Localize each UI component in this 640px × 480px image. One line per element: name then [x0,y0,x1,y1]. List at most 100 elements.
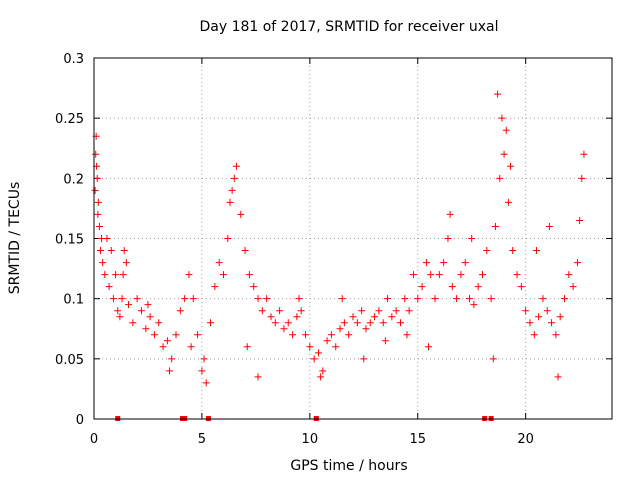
data-point [211,283,219,291]
y-tick-label: 0.05 [55,353,84,368]
data-points [91,90,588,387]
data-point [366,319,374,327]
data-point [181,295,189,303]
data-point [569,283,577,291]
data-point [96,247,104,255]
data-point [532,247,540,255]
data-point [258,307,266,315]
data-point [349,313,357,321]
data-point [327,331,335,339]
y-tick-label: 0.1 [63,293,84,308]
data-point [483,247,491,255]
data-point [422,259,430,267]
data-point [166,367,174,375]
data-point [446,210,454,218]
data-point [526,319,534,327]
data-point [425,343,433,351]
data-point [189,295,197,303]
data-point [338,295,346,303]
data-point [453,295,461,303]
data-point [198,367,206,375]
data-point [466,295,474,303]
data-point [250,283,258,291]
data-point [163,337,171,345]
data-point [187,343,195,351]
data-point [358,307,366,315]
data-point [371,313,379,321]
data-point [388,313,396,321]
data-point [502,126,510,134]
data-point [405,307,413,315]
data-point [336,325,344,333]
data-point [552,331,560,339]
data-point [202,379,210,387]
data-point [494,90,502,98]
data-point [310,355,318,363]
data-point [176,307,184,315]
data-point [133,295,141,303]
y-axis-ticks: 0 0.05 0.1 0.15 0.2 0.25 0.3 [55,52,612,428]
data-point [396,319,404,327]
data-point [496,174,504,182]
data-point [504,198,512,206]
data-point [360,355,368,363]
data-point [150,331,158,339]
x-tick-label: 15 [409,432,426,447]
data-point [116,313,124,321]
x-tick-label: 20 [517,432,534,447]
data-point [418,283,426,291]
x-axis-ticks: 0 5 10 15 20 [90,58,534,447]
x-tick-label: 5 [198,432,206,447]
data-point [554,373,562,381]
data-point [362,325,370,333]
data-point [401,295,409,303]
data-point [517,283,525,291]
data-point [271,319,279,327]
data-point [168,355,176,363]
data-point [487,295,495,303]
data-point [243,343,251,351]
data-point [530,331,538,339]
data-point [254,373,262,381]
data-point [448,283,456,291]
data-point [94,198,102,206]
y-tick-label: 0.2 [63,172,84,187]
data-point [561,295,569,303]
data-point [107,247,115,255]
data-point [101,271,109,279]
data-point [409,271,417,279]
data-point [565,271,573,279]
data-point [224,235,232,242]
data-point [98,235,106,242]
data-point [543,307,551,315]
data-point [159,343,167,351]
data-point [332,343,340,351]
data-point [431,295,439,303]
data-point [576,216,584,224]
data-point [414,295,422,303]
data-point [379,319,387,327]
data-point [289,331,297,339]
y-axis-label: SRMTID / TECUs [7,182,23,295]
data-point [94,210,102,218]
data-point [215,259,223,267]
data-point [295,295,303,303]
data-point [228,186,236,194]
data-point [323,337,331,345]
data-point [513,271,521,279]
data-point [403,331,411,339]
data-point [556,313,564,321]
chart-title: Day 181 of 2017, SRMTID for receiver uxa… [199,19,498,35]
data-point [306,343,314,351]
data-point [474,283,482,291]
data-point [319,367,327,375]
data-point [384,295,392,303]
data-point [535,313,543,321]
data-point [435,271,443,279]
data-point [500,150,508,158]
data-point [263,295,271,303]
data-point [375,307,383,315]
data-point [457,271,465,279]
data-point [237,210,245,218]
